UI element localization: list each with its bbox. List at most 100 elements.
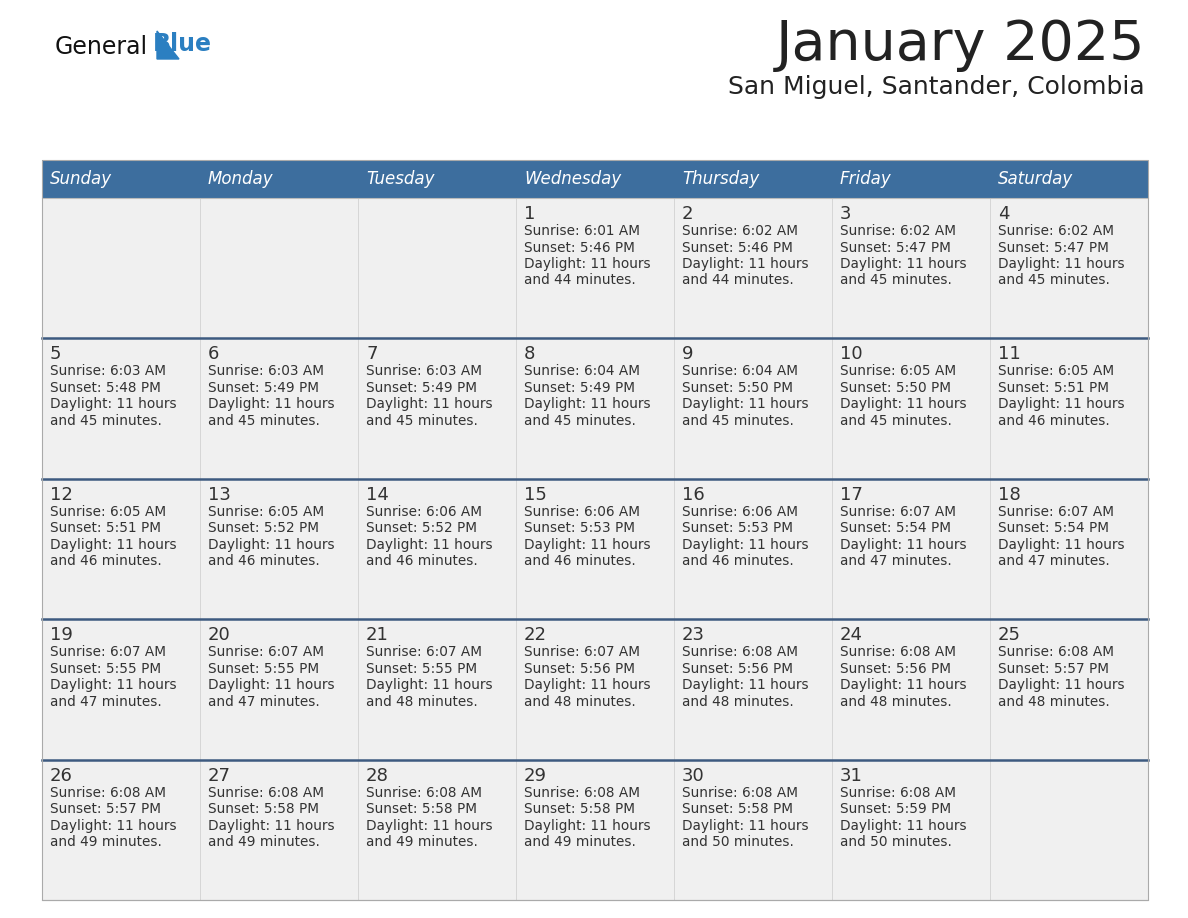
Text: Sunset: 5:55 PM: Sunset: 5:55 PM (366, 662, 478, 676)
Text: Sunrise: 6:07 AM: Sunrise: 6:07 AM (840, 505, 956, 519)
Bar (832, 620, 990, 759)
Text: 5: 5 (50, 345, 62, 364)
Text: and 46 minutes.: and 46 minutes. (50, 554, 162, 568)
Text: 30: 30 (682, 767, 704, 785)
Text: and 49 minutes.: and 49 minutes. (524, 835, 636, 849)
Text: Sunrise: 6:02 AM: Sunrise: 6:02 AM (682, 224, 798, 238)
Text: Sunset: 5:56 PM: Sunset: 5:56 PM (840, 662, 952, 676)
Text: 4: 4 (998, 205, 1010, 223)
Text: 12: 12 (50, 486, 72, 504)
Text: Sunrise: 6:08 AM: Sunrise: 6:08 AM (50, 786, 166, 800)
Text: Daylight: 11 hours: Daylight: 11 hours (682, 538, 809, 552)
Bar (200, 620, 358, 759)
Bar (516, 479, 674, 620)
Text: Sunrise: 6:08 AM: Sunrise: 6:08 AM (998, 645, 1114, 659)
Text: Daylight: 11 hours: Daylight: 11 hours (366, 397, 493, 411)
Text: 7: 7 (366, 345, 378, 364)
Text: Sunrise: 6:08 AM: Sunrise: 6:08 AM (366, 786, 482, 800)
Text: Daylight: 11 hours: Daylight: 11 hours (998, 397, 1125, 411)
Text: and 49 minutes.: and 49 minutes. (208, 835, 320, 849)
Bar (674, 339, 832, 479)
Text: 25: 25 (998, 626, 1020, 644)
Bar (832, 198, 990, 339)
Text: 23: 23 (682, 626, 704, 644)
Bar (516, 339, 674, 479)
Text: Sunset: 5:52 PM: Sunset: 5:52 PM (366, 521, 478, 535)
Bar (358, 759, 516, 900)
Bar (200, 339, 358, 479)
Text: Sunrise: 6:04 AM: Sunrise: 6:04 AM (524, 364, 640, 378)
Text: Sunset: 5:58 PM: Sunset: 5:58 PM (524, 802, 636, 816)
Text: Sunrise: 6:07 AM: Sunrise: 6:07 AM (208, 645, 324, 659)
Text: and 44 minutes.: and 44 minutes. (524, 274, 636, 287)
Text: Sunrise: 6:03 AM: Sunrise: 6:03 AM (50, 364, 166, 378)
Bar (832, 479, 990, 620)
Text: and 49 minutes.: and 49 minutes. (366, 835, 478, 849)
Text: 16: 16 (682, 486, 704, 504)
Text: 22: 22 (524, 626, 546, 644)
Bar (674, 479, 832, 620)
Text: Daylight: 11 hours: Daylight: 11 hours (50, 819, 177, 833)
Bar (516, 759, 674, 900)
Bar (42, 339, 200, 479)
Text: and 45 minutes.: and 45 minutes. (682, 414, 794, 428)
Text: 9: 9 (682, 345, 694, 364)
Text: 31: 31 (840, 767, 862, 785)
Text: 15: 15 (524, 486, 546, 504)
Text: Sunset: 5:49 PM: Sunset: 5:49 PM (524, 381, 636, 395)
Text: and 48 minutes.: and 48 minutes. (366, 695, 478, 709)
Text: Daylight: 11 hours: Daylight: 11 hours (50, 678, 177, 692)
Text: and 46 minutes.: and 46 minutes. (998, 414, 1110, 428)
Text: Sunset: 5:47 PM: Sunset: 5:47 PM (840, 241, 950, 254)
Text: Sunset: 5:47 PM: Sunset: 5:47 PM (998, 241, 1108, 254)
Text: Sunset: 5:52 PM: Sunset: 5:52 PM (208, 521, 320, 535)
Text: Daylight: 11 hours: Daylight: 11 hours (998, 678, 1125, 692)
Text: Daylight: 11 hours: Daylight: 11 hours (50, 397, 177, 411)
Bar (42, 198, 200, 339)
Text: Sunrise: 6:02 AM: Sunrise: 6:02 AM (998, 224, 1114, 238)
Text: Sunset: 5:57 PM: Sunset: 5:57 PM (998, 662, 1110, 676)
Text: 3: 3 (840, 205, 852, 223)
Text: 24: 24 (840, 626, 862, 644)
Text: and 46 minutes.: and 46 minutes. (524, 554, 636, 568)
Text: Sunset: 5:50 PM: Sunset: 5:50 PM (682, 381, 794, 395)
Text: Sunset: 5:51 PM: Sunset: 5:51 PM (50, 521, 162, 535)
Bar (42, 620, 200, 759)
Text: 20: 20 (208, 626, 230, 644)
Text: Daylight: 11 hours: Daylight: 11 hours (524, 538, 651, 552)
Text: and 48 minutes.: and 48 minutes. (840, 695, 952, 709)
Text: and 46 minutes.: and 46 minutes. (366, 554, 478, 568)
Text: Monday: Monday (208, 170, 273, 188)
Text: Sunset: 5:58 PM: Sunset: 5:58 PM (366, 802, 478, 816)
Text: 17: 17 (840, 486, 862, 504)
Text: Sunrise: 6:08 AM: Sunrise: 6:08 AM (840, 645, 956, 659)
Text: and 46 minutes.: and 46 minutes. (682, 554, 794, 568)
Text: San Miguel, Santander, Colombia: San Miguel, Santander, Colombia (728, 75, 1145, 99)
Text: and 45 minutes.: and 45 minutes. (840, 414, 952, 428)
Text: Sunday: Sunday (50, 170, 112, 188)
Text: Sunset: 5:59 PM: Sunset: 5:59 PM (840, 802, 952, 816)
Bar (516, 198, 674, 339)
Bar (200, 198, 358, 339)
Text: Daylight: 11 hours: Daylight: 11 hours (840, 678, 967, 692)
Text: Sunrise: 6:07 AM: Sunrise: 6:07 AM (366, 645, 482, 659)
Text: Daylight: 11 hours: Daylight: 11 hours (524, 397, 651, 411)
Bar (42, 479, 200, 620)
Text: Sunrise: 6:08 AM: Sunrise: 6:08 AM (682, 645, 798, 659)
Text: Sunset: 5:57 PM: Sunset: 5:57 PM (50, 802, 162, 816)
Text: Sunset: 5:54 PM: Sunset: 5:54 PM (840, 521, 952, 535)
Bar (990, 759, 1148, 900)
Bar (200, 759, 358, 900)
Text: 28: 28 (366, 767, 388, 785)
Bar (358, 620, 516, 759)
Bar (674, 620, 832, 759)
Text: Daylight: 11 hours: Daylight: 11 hours (208, 538, 335, 552)
Text: Daylight: 11 hours: Daylight: 11 hours (524, 819, 651, 833)
Text: and 45 minutes.: and 45 minutes. (208, 414, 320, 428)
Text: January 2025: January 2025 (776, 18, 1145, 72)
Text: Sunset: 5:56 PM: Sunset: 5:56 PM (524, 662, 636, 676)
Text: 11: 11 (998, 345, 1020, 364)
Text: Daylight: 11 hours: Daylight: 11 hours (840, 538, 967, 552)
Text: and 45 minutes.: and 45 minutes. (366, 414, 478, 428)
Text: 21: 21 (366, 626, 388, 644)
